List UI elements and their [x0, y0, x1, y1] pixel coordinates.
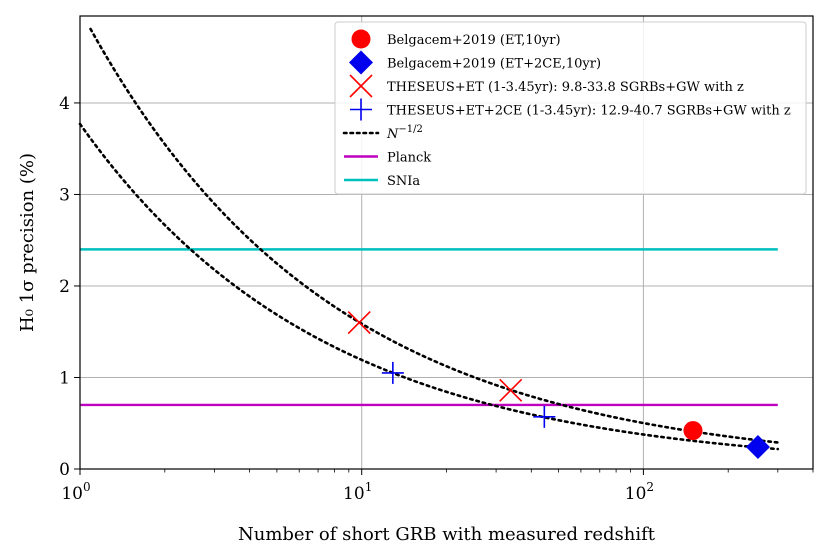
legend-entry: Belgacem+2019 (ET+2CE,10yr) — [349, 50, 601, 75]
legend-entry: N−1/2 — [342, 124, 423, 142]
x-tick-label: 102 — [625, 480, 654, 504]
legend-entry: Belgacem+2019 (ET,10yr) — [351, 29, 561, 49]
legend-label: THESEUS+ET+2CE (1-3.45yr): 12.9-40.7 SGR… — [387, 104, 791, 119]
n-inverse-sqrt-curve-2 — [78, 122, 780, 451]
legend-handle — [351, 29, 371, 49]
n-inverse-sqrt-curve-1 — [89, 27, 780, 444]
circle-data-point — [683, 421, 703, 441]
x-marker-stroke — [347, 311, 371, 335]
x-tick-label: 101 — [343, 480, 372, 504]
legend-entry: THESEUS+ET+2CE (1-3.45yr): 12.9-40.7 SGR… — [350, 98, 791, 121]
legend-label: SNIa — [387, 174, 420, 189]
data-markers — [347, 311, 770, 460]
y-tick-label: 4 — [59, 94, 70, 114]
reference-lines — [80, 248, 778, 407]
legend-entry: SNIa — [344, 174, 420, 189]
legend-handle — [350, 98, 372, 121]
x-axis-label: Number of short GRB with measured redshi… — [238, 524, 656, 545]
legend: Belgacem+2019 (ET,10yr) Belgacem+2019 (ET… — [334, 21, 807, 195]
legend-handle — [349, 74, 373, 98]
legend-label: Planck — [387, 151, 431, 166]
plus-data-point — [533, 405, 556, 428]
x-marker-stroke — [349, 74, 373, 98]
y-tick-label: 2 — [59, 277, 70, 297]
y-tick-label: 3 — [59, 185, 70, 205]
x-data-point — [499, 378, 523, 402]
legend-entry: THESEUS+ET (1-3.45yr): 9.8-33.8 SGRBs+GW… — [349, 74, 744, 98]
axis-ticks: 0 1 2 3 4 100 101 102 — [59, 94, 814, 504]
diamond-data-point — [745, 435, 770, 460]
y-axis-label: H₀ 1σ precision (%) — [17, 153, 38, 332]
y-tick-label: 1 — [59, 368, 70, 388]
x-data-point — [347, 311, 371, 335]
x-marker-stroke — [499, 378, 523, 402]
legend-label: Belgacem+2019 (ET+2CE,10yr) — [387, 57, 601, 72]
plus-data-point — [381, 361, 404, 384]
legend-handle — [349, 50, 373, 75]
legend-label: Belgacem+2019 (ET,10yr) — [387, 33, 561, 48]
x-tick-label: 100 — [61, 480, 90, 504]
y-tick-label: 0 — [59, 460, 70, 480]
n-inverse-sqrt-curves — [78, 27, 780, 451]
legend-label: THESEUS+ET (1-3.45yr): 9.8-33.8 SGRBs+GW… — [387, 80, 744, 95]
legend-label: N−1/2 — [386, 124, 423, 142]
legend-entry: Planck — [344, 151, 431, 166]
legend-box — [334, 21, 807, 195]
